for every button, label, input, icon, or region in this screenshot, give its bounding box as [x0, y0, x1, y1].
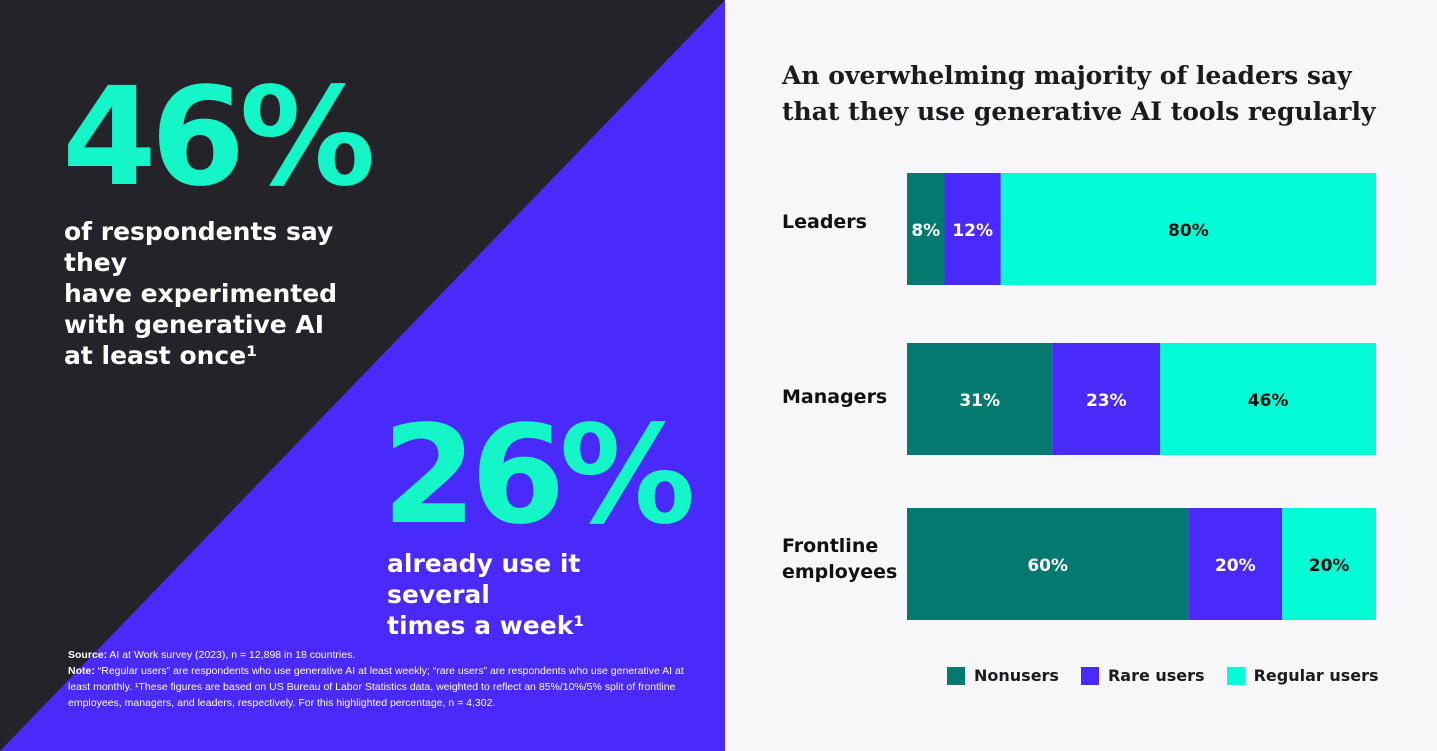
bar-segment-rare-users	[1052, 343, 1161, 455]
footnote-source: Source: AI at Work survey (2023), n = 12…	[68, 647, 708, 663]
bar-segment-regular-users	[1000, 173, 1376, 285]
data-label: 60%	[1027, 556, 1068, 576]
stat-46-value: 46%	[62, 59, 376, 217]
legend-label: Nonusers	[974, 666, 1059, 685]
legend: Nonusers Rare users Regular users	[947, 666, 1379, 685]
category-label-line: Leaders	[782, 211, 867, 233]
bar-segment-regular-users	[1160, 343, 1376, 455]
source-label: Source:	[68, 649, 108, 661]
left-panel: 46% of respondents say they have experim…	[0, 0, 725, 751]
bar-segment-rare-users	[1188, 508, 1283, 620]
footnote: Source: AI at Work survey (2023), n = 12…	[68, 647, 708, 711]
background-diagonal	[0, 0, 725, 751]
legend-item: Nonusers	[947, 666, 1059, 685]
category-label-line: Managers	[782, 386, 888, 408]
category-label-line: Frontline	[782, 535, 879, 557]
stat-46-line: with generative AI	[64, 310, 325, 339]
stat-26-description: already use it several times a week¹	[387, 548, 687, 641]
stat-46-line: at least once¹	[64, 341, 258, 370]
data-label: 8%	[911, 221, 940, 241]
data-label: 80%	[1168, 221, 1209, 241]
chart-panel: An overwhelming majority of leaders say …	[725, 0, 1437, 751]
legend-swatch	[1080, 666, 1099, 685]
stat-46-line: have experimented	[64, 279, 338, 308]
data-label: 46%	[1248, 391, 1289, 411]
bar-segment-nonusers	[907, 343, 1053, 455]
legend-swatch	[1226, 666, 1245, 685]
legend-label: Regular users	[1253, 666, 1379, 685]
category-label: Frontline employees	[782, 533, 922, 585]
bar-segment-nonusers	[907, 508, 1189, 620]
bar-segment-rare-users	[944, 173, 1001, 285]
stacked-bar-chart: 8% 12% 80% 31% 23% 46% 60% 20% 20%	[907, 173, 1376, 620]
note-label: Note:	[68, 665, 95, 677]
category-label: Leaders	[782, 209, 922, 235]
legend-label: Rare users	[1107, 666, 1205, 685]
legend-item: Rare users	[1080, 666, 1205, 685]
data-label: 20%	[1309, 556, 1350, 576]
stat-26-value: 26%	[382, 397, 696, 555]
legend-swatch	[947, 666, 965, 685]
category-label-line: employees	[782, 561, 898, 583]
chart-title: An overwhelming majority of leaders say …	[782, 61, 1376, 126]
category-label: Managers	[782, 384, 922, 410]
data-label: 31%	[959, 391, 1000, 411]
stat-26-line: already use it several	[387, 549, 581, 609]
note-text: “Regular users” are respondents who use …	[68, 665, 684, 709]
data-label: 20%	[1215, 556, 1256, 576]
stat-46-line: of respondents say they	[64, 217, 334, 277]
stat-46-description: of respondents say they have experimente…	[64, 216, 384, 371]
source-text: AI at Work survey (2023), n = 12,898 in …	[107, 649, 356, 661]
footnote-note: Note: “Regular users” are respondents wh…	[68, 663, 708, 711]
data-label: 12%	[952, 221, 993, 241]
data-label: 23%	[1086, 391, 1127, 411]
background-dark-triangle	[0, 0, 725, 751]
bar-segment-nonusers	[907, 173, 945, 285]
legend-item: Regular users	[1226, 666, 1379, 685]
bar-segment-regular-users	[1282, 508, 1376, 620]
stat-26-line: times a week¹	[387, 611, 585, 640]
